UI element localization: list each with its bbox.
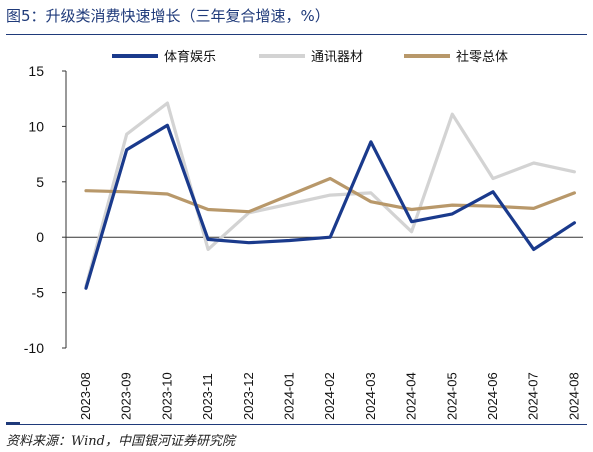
- bottom-rule: [6, 424, 587, 425]
- x-tick-label: 2023-09: [119, 372, 134, 420]
- legend-label-sports: 体育娱乐: [164, 50, 217, 65]
- legend-swatch-retail: [404, 53, 450, 58]
- y-tick-label: -10: [24, 340, 44, 356]
- line-chart: 15 10 5 0 -5 -10 2023-08 2023-09 2023-10 2023-11 2…: [24, 63, 583, 420]
- x-tick-label: 2023-08: [78, 372, 93, 420]
- legend-item-retail: 社零总体: [404, 46, 508, 65]
- y-tick-label: -5: [32, 285, 45, 301]
- x-tick-label: 2023-10: [159, 372, 174, 420]
- x-tick-label: 2023-12: [241, 372, 256, 420]
- x-tick-label: 2024-01: [282, 372, 297, 420]
- legend-swatch-sports: [112, 53, 158, 58]
- x-tick-label: 2024-06: [485, 372, 500, 420]
- x-tick-label: 2024-07: [526, 372, 541, 420]
- chart-legend: 体育娱乐 通讯器材 社零总体: [0, 46, 593, 66]
- legend-label-retail: 社零总体: [456, 50, 509, 65]
- legend-label-telecom: 通讯器材: [311, 50, 364, 65]
- series-line-retail: [84, 176, 577, 214]
- figure-title: 图5：升级类消费快速增长（三年复合增速，%）: [6, 7, 330, 25]
- x-tick-label: 2024-02: [322, 372, 337, 420]
- series-line-telecom: [84, 101, 577, 288]
- legend-item-telecom: 通讯器材: [259, 46, 363, 65]
- legend-item-sports: 体育娱乐: [112, 46, 216, 65]
- y-tick-label: 0: [36, 229, 44, 245]
- x-tick-label: 2023-11: [200, 373, 215, 420]
- y-tick-label: 5: [36, 174, 44, 190]
- x-tick-label: 2024-08: [566, 372, 581, 420]
- bottom-rule-mark: [6, 422, 20, 425]
- y-tick-label: 10: [28, 118, 44, 134]
- x-tick-label: 2024-03: [363, 372, 378, 420]
- source-note: 资料来源：Wind，中国银河证券研究院: [6, 434, 235, 449]
- y-tick-label: 15: [28, 63, 44, 79]
- x-tick-label: 2024-05: [444, 372, 459, 420]
- x-tick-label: 2024-04: [404, 372, 419, 420]
- series-line-sports: [84, 123, 577, 290]
- title-rule: [6, 34, 587, 35]
- legend-swatch-telecom: [259, 53, 305, 58]
